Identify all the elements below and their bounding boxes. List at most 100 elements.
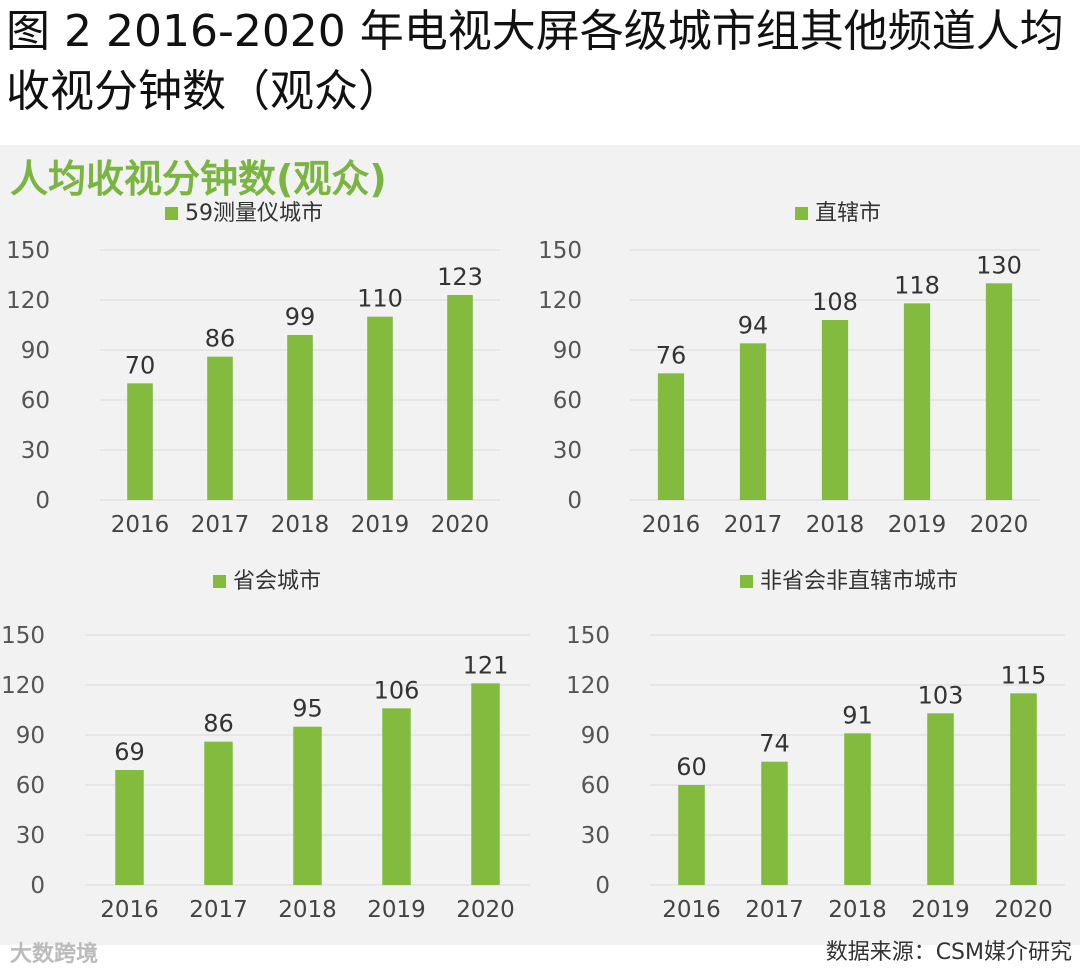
bar [471, 683, 500, 885]
data-label: 91 [842, 701, 873, 729]
data-label: 103 [918, 681, 964, 709]
chart-heading: 人均收视分钟数(观众) [10, 157, 387, 201]
y-tick-label: 150 [566, 623, 610, 649]
x-tick-label: 2016 [100, 897, 159, 923]
y-tick-label: 120 [1, 673, 45, 699]
x-tick-label: 2016 [111, 512, 170, 538]
figure-title: 图 2 2016-2020 年电视大屏各级城市组其他频道人均收视分钟数（观众） [6, 6, 1064, 117]
x-tick-label: 2019 [911, 897, 970, 923]
y-tick-label: 150 [6, 238, 50, 264]
data-label: 130 [976, 251, 1022, 279]
y-tick-label: 60 [16, 773, 45, 799]
bar [761, 761, 788, 885]
bar [447, 295, 473, 500]
bar [1010, 693, 1037, 885]
y-tick-label: 0 [567, 488, 582, 514]
y-tick-label: 60 [21, 388, 50, 414]
bar [657, 373, 685, 500]
x-tick-label: 2018 [806, 512, 865, 538]
bar [739, 343, 767, 500]
data-label: 99 [285, 303, 316, 331]
bar [985, 283, 1013, 500]
data-label: 108 [812, 288, 858, 316]
x-tick-label: 2019 [888, 512, 947, 538]
x-tick-label: 2019 [367, 897, 426, 923]
y-tick-label: 150 [538, 238, 582, 264]
y-tick-label: 90 [16, 723, 45, 749]
bar [678, 785, 705, 885]
x-tick-label: 2018 [271, 512, 330, 538]
bar [115, 770, 144, 885]
data-label: 74 [759, 730, 790, 758]
bar [207, 356, 233, 500]
data-label: 118 [894, 271, 940, 299]
bar [821, 320, 849, 500]
legend-swatch [213, 575, 226, 588]
bar [287, 335, 313, 500]
x-tick-label: 2020 [994, 897, 1053, 923]
y-tick-label: 30 [16, 823, 45, 849]
y-tick-label: 30 [581, 823, 610, 849]
y-tick-label: 60 [553, 388, 582, 414]
y-tick-label: 120 [6, 288, 50, 314]
bar-chart-municipalities: 直辖市 0 30 60 90 120 150 76 2016 94 2017 108 2018 118 20… [538, 201, 1040, 538]
bar-chart-provincial-capitals: 省会城市 0 30 60 90 120 150 69 2016 86 2017 95 2018 106 20… [1, 569, 530, 923]
data-label: 76 [656, 341, 687, 369]
y-tick-label: 90 [553, 338, 582, 364]
bar [204, 741, 233, 885]
x-tick-label: 2016 [662, 897, 721, 923]
legend-label: 59测量仪城市 [185, 201, 323, 226]
legend-label: 省会城市 [233, 569, 321, 594]
data-label: 94 [738, 311, 769, 339]
bar [367, 316, 393, 500]
data-label: 106 [374, 676, 420, 704]
y-tick-label: 90 [21, 338, 50, 364]
data-source-note: 数据来源：CSM媒介研究 [825, 940, 1072, 965]
y-tick-label: 0 [595, 873, 610, 899]
y-tick-label: 60 [581, 773, 610, 799]
x-tick-label: 2017 [191, 512, 250, 538]
x-tick-label: 2017 [189, 897, 248, 923]
y-tick-label: 150 [1, 623, 45, 649]
x-tick-label: 2016 [642, 512, 701, 538]
data-label: 69 [114, 738, 145, 766]
y-tick-label: 0 [35, 488, 50, 514]
data-label: 86 [203, 710, 234, 738]
y-tick-label: 30 [21, 438, 50, 464]
bar [382, 708, 411, 885]
bar [903, 303, 931, 500]
data-label: 70 [125, 351, 156, 379]
bar [293, 726, 322, 885]
data-label: 86 [205, 325, 236, 353]
data-label: 115 [1001, 661, 1047, 689]
y-tick-label: 120 [538, 288, 582, 314]
data-label: 123 [437, 263, 483, 291]
data-label: 121 [463, 651, 509, 679]
data-label: 95 [292, 695, 323, 723]
x-tick-label: 2017 [724, 512, 783, 538]
legend-label: 直辖市 [815, 201, 881, 226]
x-tick-label: 2019 [351, 512, 410, 538]
bar-chart-59-cities: 59测量仪城市 0 30 60 90 120 150 70 2016 86 2017 99 2018 11… [6, 201, 500, 538]
y-tick-label: 90 [581, 723, 610, 749]
watermark-logo: 大数跨境 [10, 942, 99, 967]
legend-swatch [165, 207, 178, 220]
x-tick-label: 2018 [828, 897, 887, 923]
data-label: 110 [357, 285, 403, 313]
bar [844, 733, 871, 885]
y-tick-label: 0 [30, 873, 45, 899]
bar [127, 383, 153, 500]
x-tick-label: 2020 [431, 512, 490, 538]
x-tick-label: 2017 [745, 897, 804, 923]
bar [927, 713, 954, 885]
legend-swatch [795, 207, 808, 220]
legend-label: 非省会非直辖市城市 [760, 569, 958, 594]
x-tick-label: 2020 [970, 512, 1029, 538]
x-tick-label: 2018 [278, 897, 337, 923]
y-tick-label: 120 [566, 673, 610, 699]
y-tick-label: 30 [553, 438, 582, 464]
legend-swatch [740, 575, 753, 588]
chart-panel-background [0, 145, 1080, 945]
data-label: 60 [676, 753, 707, 781]
x-tick-label: 2020 [456, 897, 515, 923]
